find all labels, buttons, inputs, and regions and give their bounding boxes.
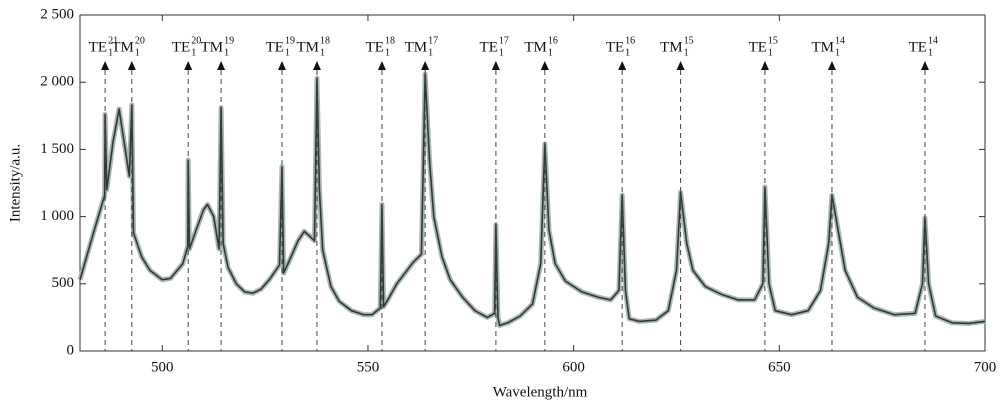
mode-label-sup: 19 (285, 35, 295, 46)
mode-label-sub: 1 (928, 47, 933, 58)
mode-marker (540, 61, 549, 70)
mode-label-sup: 15 (684, 35, 694, 46)
line (79, 73, 986, 327)
mode-label-sub: 1 (135, 47, 140, 58)
mode-label-sub: 1 (499, 47, 504, 58)
mode-label: TE (172, 39, 190, 55)
x-tick-label: 700 (974, 359, 997, 375)
mode-label-sup: 18 (385, 35, 395, 46)
mode-label-sub: 1 (191, 47, 196, 58)
mode-label-sub: 1 (768, 47, 773, 58)
mode-marker (377, 61, 386, 70)
mode-label-sup: 16 (625, 35, 635, 46)
mode-label-sup: 16 (548, 35, 558, 46)
mode-marker (920, 61, 929, 70)
mode-label-sub: 1 (835, 47, 840, 58)
mode-label: TM (405, 39, 428, 55)
mode-label-sup: 20 (191, 35, 201, 46)
mode-label: TE (909, 39, 927, 55)
mode-marker (491, 61, 500, 70)
mode-label: TE (366, 39, 384, 55)
mode-marker (184, 61, 193, 70)
mode-label-sup: 14 (835, 35, 845, 46)
x-tick-label: 550 (357, 359, 380, 375)
mode-label-sub: 1 (684, 47, 689, 58)
mode-marker (676, 61, 685, 70)
mode-label-sup: 20 (135, 35, 145, 46)
mode-label: TM (111, 39, 134, 55)
mode-marker (312, 61, 321, 70)
mode-label-sub: 1 (625, 47, 630, 58)
mode-marker (127, 61, 136, 70)
mode-label-sup: 17 (428, 35, 438, 46)
mode-marker (421, 61, 430, 70)
mode-label-sub: 1 (224, 47, 229, 58)
mode-label: TM (201, 39, 224, 55)
mode-label: TM (296, 39, 319, 55)
mode-label-sub: 1 (548, 47, 553, 58)
mode-label-sub: 1 (428, 47, 433, 58)
mode-label: TE (606, 39, 624, 55)
mode-marker (760, 61, 769, 70)
x-tick-label: 600 (562, 359, 585, 375)
mode-label: TE (89, 39, 107, 55)
mode-label-sub: 1 (385, 47, 390, 58)
mode-label-sub: 1 (285, 47, 290, 58)
mode-label-sup: 17 (499, 35, 509, 46)
y-tick-label: 1 500 (40, 141, 74, 157)
y-axis-label: Intensity/a.u. (7, 144, 23, 222)
mode-marker (618, 61, 627, 70)
mode-label: TM (524, 39, 547, 55)
mode-label-sub: 1 (108, 47, 113, 58)
y-tick-label: 500 (52, 275, 75, 291)
mode-label: TM (660, 39, 683, 55)
line-halo (77, 71, 986, 328)
mode-label-sup: 14 (928, 35, 938, 46)
mode-label-sup: 19 (224, 35, 234, 46)
y-tick-label: 2 500 (40, 6, 74, 22)
mode-label: TE (749, 39, 767, 55)
mode-label-sup: 18 (320, 35, 330, 46)
mode-marker (827, 61, 836, 70)
mode-marker (217, 61, 226, 70)
mode-marker (101, 61, 110, 70)
mode-label-sup: 21 (108, 35, 118, 46)
mode-label-sup: 15 (768, 35, 778, 46)
plot-frame (79, 14, 986, 352)
mode-label: TE (480, 39, 498, 55)
y-tick-label: 1 000 (40, 208, 74, 224)
x-axis-label: Wavelength/nm (493, 384, 588, 400)
y-tick-label: 2 000 (40, 74, 74, 90)
mode-marker (277, 61, 286, 70)
y-tick-label: 0 (67, 342, 75, 358)
mode-label: TM (811, 39, 834, 55)
x-tick-label: 500 (151, 359, 174, 375)
mode-label: TE (266, 39, 284, 55)
mode-label-sub: 1 (320, 47, 325, 58)
x-tick-label: 650 (768, 359, 791, 375)
